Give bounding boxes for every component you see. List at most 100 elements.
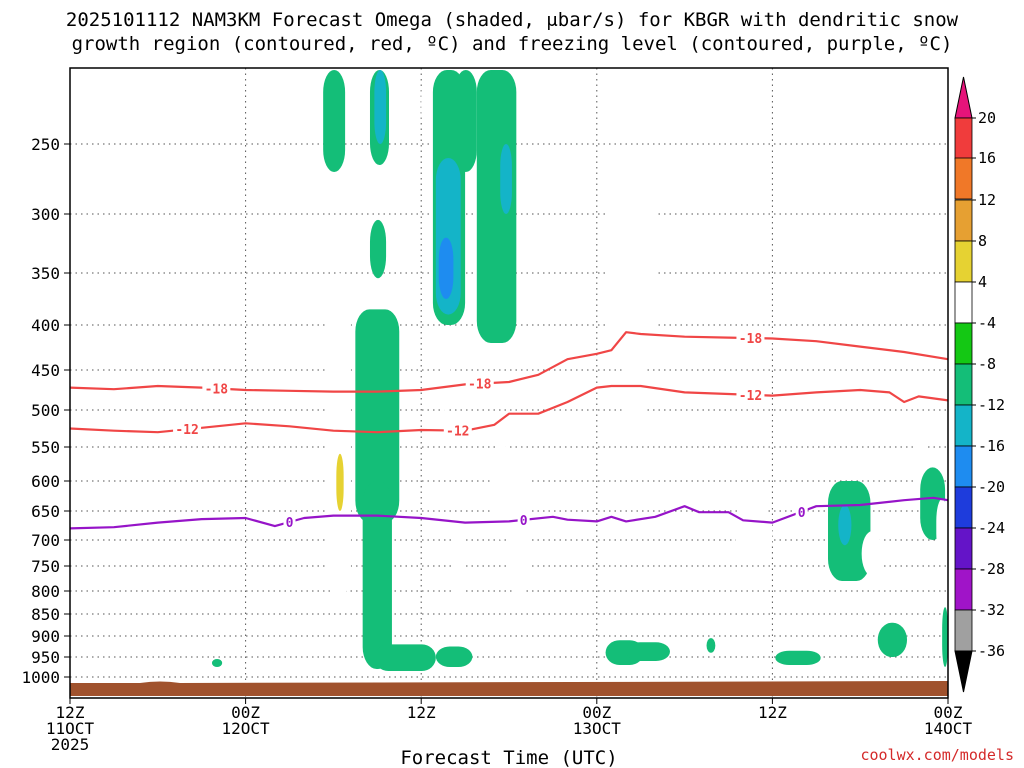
colorbar-band — [954, 157, 973, 200]
colorbar-band — [954, 486, 973, 529]
omega-cell — [454, 516, 464, 610]
omega-cell — [608, 179, 657, 343]
colorbar-label: -16 — [978, 437, 1005, 455]
y-tick-label: 900 — [31, 627, 60, 646]
y-tick-label: 1000 — [21, 668, 60, 687]
colorbar-label: -12 — [978, 396, 1005, 414]
omega-cell — [438, 237, 454, 299]
freezing-level-contour — [69, 496, 949, 530]
freezing-level-contour-label-bg — [517, 512, 530, 527]
omega-cell — [374, 644, 436, 671]
freezing-level-contour-label: 0 — [286, 516, 294, 531]
omega-cell — [374, 70, 387, 144]
dgz-minus18-contour-label-bg — [202, 381, 231, 396]
x-axis-title: Forecast Time (UTC) — [400, 747, 617, 768]
x-tick-label: 12OCT — [222, 719, 271, 738]
y-tick-label: 300 — [31, 205, 60, 224]
colorbar-label: 4 — [978, 273, 987, 291]
y-tick-label: 800 — [31, 582, 60, 601]
dgz-minus18-contour — [69, 331, 949, 393]
y-tick-label: 250 — [31, 135, 60, 154]
chart-title-line1: 2025101112 NAM3KM Forecast Omega (shaded… — [66, 9, 959, 31]
colorbar-label: -24 — [978, 519, 1005, 537]
surface-ground — [70, 681, 948, 696]
omega-cell — [323, 70, 346, 172]
x-tick-label: 00Z — [231, 703, 260, 722]
dgz-minus12-contour-label-bg — [736, 387, 765, 402]
omega-cell — [775, 650, 821, 665]
y-tick-label: 850 — [31, 605, 60, 624]
colorbar-band — [954, 363, 973, 406]
omega-cell — [211, 659, 223, 667]
omega-cell — [454, 70, 477, 172]
dgz-minus12-contour-label: -12 — [739, 389, 762, 404]
dgz-minus12-contour — [69, 384, 949, 434]
x-tick-label: 13OCT — [573, 719, 622, 738]
colorbar-label: -36 — [978, 642, 1005, 660]
freezing-level-contour-label-bg — [283, 515, 296, 530]
colorbar-label: 16 — [978, 149, 996, 167]
colorbar-band — [954, 281, 973, 324]
colorbar-band — [954, 609, 973, 652]
freezing-level-contour-label: 0 — [798, 506, 806, 521]
y-tick-label: 550 — [31, 438, 60, 457]
x-tick-label: 12Z — [407, 703, 436, 722]
colorbar-band — [954, 404, 973, 447]
y-tick-label: 600 — [31, 472, 60, 491]
colorbar-label: -4 — [978, 314, 996, 332]
omega-cell — [355, 309, 400, 523]
x-tick-label: 2025 — [51, 735, 90, 754]
omega-cell — [500, 144, 512, 214]
y-tick-label: 650 — [31, 502, 60, 521]
colorbar-band — [954, 199, 973, 242]
y-tick-label: 350 — [31, 264, 60, 283]
omega-cell — [861, 531, 883, 576]
x-tick-label: 12Z — [56, 703, 85, 722]
omega-cell — [435, 646, 473, 667]
colorbar: 20 16 12 8 4 -4 -8 -12 -16 -20 -24 -28 -32 -36 — [954, 76, 1005, 693]
colorbar-top-arrow — [954, 76, 973, 119]
y-axis-ticks: 250 300 350 400 450 500 550 600 650 700 750 800 850 9… — [21, 135, 70, 687]
x-tick-label: 11OCT — [46, 719, 95, 738]
omega-cell — [443, 343, 451, 418]
omega-cell — [838, 505, 852, 546]
omega-shaded-regions — [211, 70, 948, 671]
dgz-minus18-contour-label: -18 — [468, 378, 492, 393]
credit-text: coolwx.com/models — [860, 746, 1014, 764]
colorbar-label: 20 — [978, 109, 996, 127]
colorbar-band — [954, 322, 973, 365]
dgz-minus18-contour-label-bg — [465, 376, 494, 391]
omega-cell — [618, 365, 650, 418]
dgz-minus12-contour-label-bg — [173, 422, 202, 437]
colorbar-label: 8 — [978, 232, 987, 250]
colorbar-bottom-arrow — [954, 650, 973, 693]
omega-cell — [942, 607, 948, 667]
y-tick-label: 500 — [31, 401, 60, 420]
surface-ground-strip — [70, 681, 948, 696]
y-tick-label: 950 — [31, 648, 60, 667]
chart-title-line2: growth region (contoured, red, ºC) and f… — [72, 33, 953, 55]
y-tick-label: 700 — [31, 531, 60, 550]
colorbar-label: 12 — [978, 191, 996, 209]
x-tick-label: 00Z — [582, 703, 611, 722]
dgz-minus18-contour-label-bg — [736, 331, 765, 346]
colorbar-label: -8 — [978, 355, 996, 373]
y-tick-label: 450 — [31, 361, 60, 380]
omega-cell — [877, 622, 908, 657]
omega-cell — [369, 219, 387, 279]
contour-lines: -18 -18 -18 -12 -12 -12 0 0 0 — [69, 331, 949, 531]
omega-cell — [626, 642, 670, 661]
omega-cell — [706, 638, 716, 653]
colorbar-label: -28 — [978, 560, 1005, 578]
y-tick-label: 750 — [31, 557, 60, 576]
dgz-minus12-contour-label: -12 — [175, 423, 198, 438]
x-tick-label: 14OCT — [924, 719, 973, 738]
y-tick-label: 400 — [31, 316, 60, 335]
dgz-minus12-contour-label-bg — [443, 423, 472, 438]
x-tick-label: 00Z — [934, 703, 963, 722]
colorbar-label: -20 — [978, 478, 1005, 496]
omega-cell — [327, 273, 351, 596]
x-tick-label: 12Z — [758, 703, 787, 722]
dgz-minus18-contour-label: -18 — [739, 332, 763, 347]
